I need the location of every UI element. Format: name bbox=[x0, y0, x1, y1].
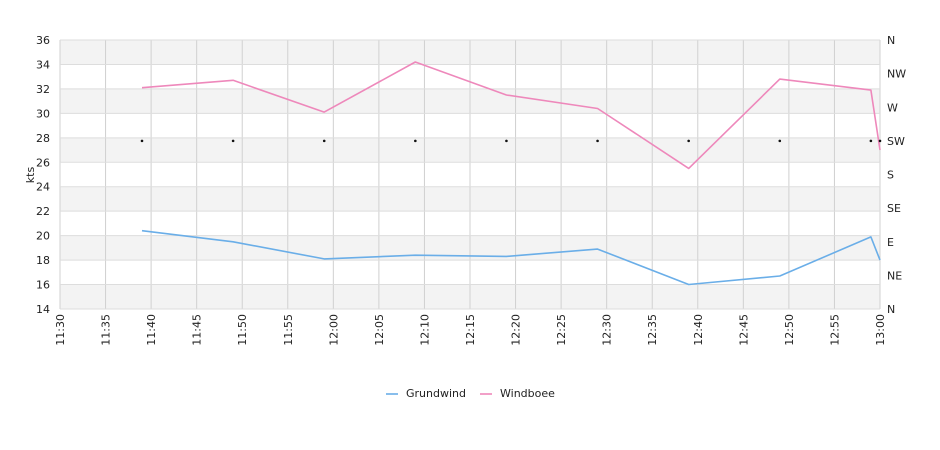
y-tick-label: 18 bbox=[36, 254, 50, 267]
x-tick-label: 11:50 bbox=[236, 314, 249, 346]
x-tick-labels: 11:30 11:35 11:40 11:45 11:50 11:55 12:00 12:05… bbox=[54, 314, 887, 346]
y-tick-label: 34 bbox=[36, 58, 50, 71]
direction-marker bbox=[778, 139, 782, 143]
x-tick-label: 12:45 bbox=[737, 314, 750, 346]
legend-label[interactable]: Grundwind bbox=[406, 387, 466, 400]
x-tick-label: 12:00 bbox=[327, 314, 340, 346]
x-tick-label: 11:45 bbox=[191, 314, 204, 346]
y-tick-label: 32 bbox=[36, 83, 50, 96]
y-tick-label: 26 bbox=[36, 156, 50, 169]
direction-tick-label: SW bbox=[887, 135, 905, 148]
direction-tick-label: NW bbox=[887, 68, 906, 81]
vertical-gridlines bbox=[59, 40, 881, 309]
y-tick-label: 24 bbox=[36, 181, 50, 194]
horizontal-gridlines bbox=[60, 39, 880, 310]
y-tick-label: 30 bbox=[36, 107, 50, 120]
direction-marker bbox=[687, 139, 690, 143]
direction-tick-label: SE bbox=[887, 202, 901, 215]
x-tick-label: 12:30 bbox=[601, 314, 614, 346]
y-tick-label: 22 bbox=[36, 205, 50, 218]
y-tick-label: 14 bbox=[36, 303, 50, 316]
direction-tick-label: W bbox=[887, 101, 898, 114]
direction-marker bbox=[322, 139, 326, 143]
direction-markers bbox=[140, 139, 882, 143]
x-tick-label: 12:25 bbox=[555, 314, 568, 346]
direction-marker bbox=[505, 139, 508, 143]
legend-label[interactable]: Windboee bbox=[500, 387, 555, 400]
direction-marker bbox=[878, 139, 882, 143]
x-tick-label: 12:40 bbox=[692, 314, 705, 346]
x-tick-label: 12:35 bbox=[646, 314, 659, 346]
x-tick-label: 12:20 bbox=[510, 314, 523, 346]
y-tick-label: 20 bbox=[36, 230, 50, 243]
x-tick-label: 11:30 bbox=[54, 314, 67, 346]
x-tick-label: 12:55 bbox=[828, 314, 841, 346]
series-line-grundwind bbox=[141, 229, 881, 286]
x-tick-label: 11:55 bbox=[282, 314, 295, 346]
legend: Grundwind Windboee bbox=[386, 387, 555, 400]
direction-tick-label: N bbox=[887, 303, 895, 316]
direction-marker bbox=[140, 139, 144, 143]
y-axis-title: kts bbox=[24, 167, 37, 184]
x-tick-label: 11:40 bbox=[145, 314, 158, 346]
x-tick-label: 12:05 bbox=[373, 314, 386, 346]
direction-tick-label: NE bbox=[887, 269, 902, 282]
y-tick-labels: 14 16 18 20 22 24 26 28 30 32 34 36 bbox=[36, 34, 50, 316]
y-tick-label: 28 bbox=[36, 132, 50, 145]
direction-tick-labels: N NE E SE S SW W NW N bbox=[887, 34, 906, 316]
direction-tick-label: N bbox=[887, 34, 895, 47]
direction-marker bbox=[596, 139, 599, 143]
x-tick-label: 11:35 bbox=[100, 314, 113, 346]
direction-tick-label: E bbox=[887, 236, 894, 249]
y-tick-label: 36 bbox=[36, 34, 50, 47]
x-tick-label: 13:00 bbox=[874, 314, 887, 346]
direction-marker bbox=[869, 139, 873, 143]
x-tick-label: 12:15 bbox=[464, 314, 477, 346]
y-tick-label: 16 bbox=[36, 279, 50, 292]
series-lines bbox=[141, 61, 881, 286]
series-line-windboee bbox=[141, 61, 881, 170]
x-tick-label: 12:50 bbox=[783, 314, 796, 346]
direction-marker bbox=[231, 139, 235, 143]
direction-tick-label: S bbox=[887, 169, 894, 182]
x-tick-label: 12:10 bbox=[418, 314, 431, 346]
direction-marker bbox=[414, 139, 417, 143]
